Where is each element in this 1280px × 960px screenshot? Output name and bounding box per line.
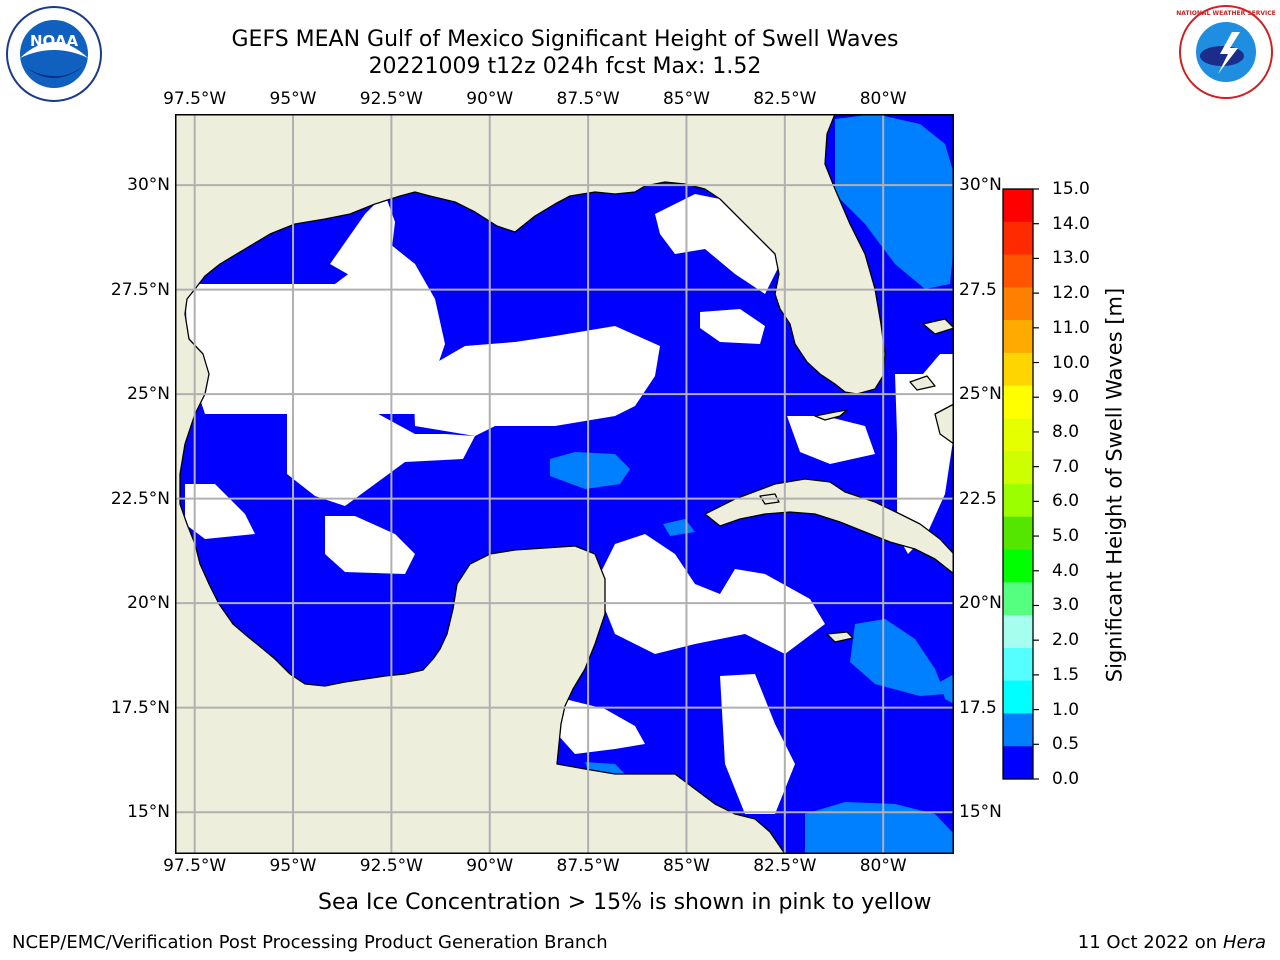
lon-tick-label-top: 95°W <box>269 89 317 109</box>
hispaniola-edge <box>934 403 954 445</box>
lat-tick-label-left: 20°N <box>127 593 170 614</box>
lon-tick-label-top: 80°W <box>859 89 907 109</box>
colorbar-tick-label: 12.0 <box>1052 283 1090 304</box>
colorbar-segment <box>1003 746 1033 780</box>
florida-keys <box>814 409 848 421</box>
colorbar-tick-label: 1.5 <box>1052 664 1080 685</box>
colorbar-tick-label: 6.0 <box>1052 491 1080 512</box>
colorbar-tick-label: 1.0 <box>1052 699 1080 720</box>
map-frame <box>175 114 954 854</box>
colorbar-tick-label: 14.0 <box>1052 213 1090 234</box>
bahamas-1 <box>922 318 954 335</box>
lat-tick-label-left: 17.5°N <box>110 697 170 718</box>
sea-ice-note: Sea Ice Concentration > 15% is shown in … <box>318 890 932 915</box>
colorbar-segment <box>1003 287 1033 321</box>
colorbar-tick-label: 15.0 <box>1052 179 1090 199</box>
colorbar-tick-label: 7.0 <box>1052 456 1080 477</box>
footer-date: 11 Oct 2022 on Hera <box>1078 932 1266 953</box>
colorbar-tick-label: 13.0 <box>1052 248 1090 269</box>
gridlines <box>175 114 954 854</box>
colorbar-segment <box>1003 221 1033 256</box>
colorbar-tick-label: 5.0 <box>1052 526 1080 547</box>
colorbar-segment <box>1003 680 1033 714</box>
colorbar-tick-label: 8.0 <box>1052 421 1080 442</box>
chart-subtitle: 20221009 t12z 024h fcst Max: 1.52 <box>368 54 762 79</box>
colorbar-frame <box>1002 188 1034 780</box>
colorbar-tick-label: 0.0 <box>1052 769 1080 789</box>
map-plot <box>175 114 954 854</box>
lon-tick-label-top: 82.5°W <box>753 89 817 109</box>
colorbar <box>1002 188 1039 780</box>
lat-tick-label-right: 30°N <box>959 175 1002 196</box>
lon-tick-label-top: 87.5°W <box>556 89 620 109</box>
colorbar-segment <box>1003 516 1033 551</box>
colorbar-segment <box>1003 549 1033 583</box>
jamaica <box>826 631 854 643</box>
colorbar-tick-label: 11.0 <box>1052 317 1090 338</box>
lon-tick-label-bottom: 92.5°W <box>359 856 423 876</box>
lat-tick-label-left: 22.5°N <box>110 488 170 509</box>
chart-title: GEFS MEAN Gulf of Mexico Significant Hei… <box>231 27 899 52</box>
svg-text:NATIONAL WEATHER SERVICE: NATIONAL WEATHER SERVICE <box>1176 10 1275 17</box>
colorbar-tick-label: 9.0 <box>1052 387 1080 408</box>
footer-date-text: 11 Oct 2022 on <box>1077 932 1223 953</box>
lat-tick-label-left: 30°N <box>127 175 170 196</box>
lat-tick-label-left: 27.5°N <box>110 279 170 300</box>
colorbar-segment <box>1003 647 1033 682</box>
lon-tick-label-bottom: 80°W <box>859 856 907 876</box>
svg-text:NOAA: NOAA <box>30 32 79 50</box>
lat-tick-label-right: 17.5 <box>959 697 997 718</box>
colorbar-segment <box>1003 451 1033 485</box>
colorbar-segment <box>1003 254 1033 288</box>
colorbar-segment <box>1003 713 1033 747</box>
colorbar-segment <box>1003 484 1033 518</box>
colorbar-segment <box>1003 189 1033 223</box>
lon-tick-label-bottom: 82.5°W <box>753 856 817 876</box>
colorbar-tick-label: 2.0 <box>1052 630 1080 651</box>
colorbar-segment <box>1003 320 1033 354</box>
lon-tick-label-top: 97.5°W <box>163 89 227 109</box>
colorbar-segment <box>1003 385 1033 419</box>
colorbar-segment <box>1003 418 1033 452</box>
colorbar-tick-label: 4.0 <box>1052 560 1080 581</box>
lat-tick-label-right: 25°N <box>959 384 1002 405</box>
lon-tick-label-top: 90°W <box>466 89 514 109</box>
lon-tick-label-bottom: 87.5°W <box>556 856 620 876</box>
lon-tick-label-bottom: 85°W <box>662 856 710 876</box>
lat-tick-label-right: 20°N <box>959 593 1002 614</box>
colorbar-segment <box>1003 615 1033 649</box>
nws-logo-icon: NATIONAL WEATHER SERVICE <box>1176 5 1276 99</box>
lon-tick-label-top: 85°W <box>662 89 710 109</box>
noaa-logo-icon: NOAA <box>6 6 102 102</box>
colorbar-tick-label: 10.0 <box>1052 352 1090 373</box>
footer-credit: NCEP/EMC/Verification Post Processing Pr… <box>12 932 608 953</box>
lon-tick-label-bottom: 97.5°W <box>163 856 227 876</box>
colorbar-title: Significant Height of Swell Waves [m] <box>1102 287 1127 683</box>
lat-tick-label-left: 25°N <box>127 384 170 405</box>
lat-tick-label-right: 15°N <box>959 802 1002 823</box>
colorbar-tick-label: 3.0 <box>1052 595 1080 616</box>
colorbar-segment <box>1003 582 1033 616</box>
bahamas-2 <box>909 375 936 391</box>
lon-tick-label-top: 92.5°W <box>359 89 423 109</box>
colorbar-tick-label: 0.5 <box>1052 734 1080 755</box>
lat-tick-label-right: 22.5 <box>959 488 997 509</box>
colorbar-segment <box>1003 352 1033 387</box>
lat-tick-label-left: 15°N <box>127 802 170 823</box>
lon-tick-label-bottom: 95°W <box>269 856 317 876</box>
footer-host: Hera <box>1222 932 1266 953</box>
lat-tick-label-right: 27.5 <box>959 279 997 300</box>
lon-tick-label-bottom: 90°W <box>466 856 514 876</box>
